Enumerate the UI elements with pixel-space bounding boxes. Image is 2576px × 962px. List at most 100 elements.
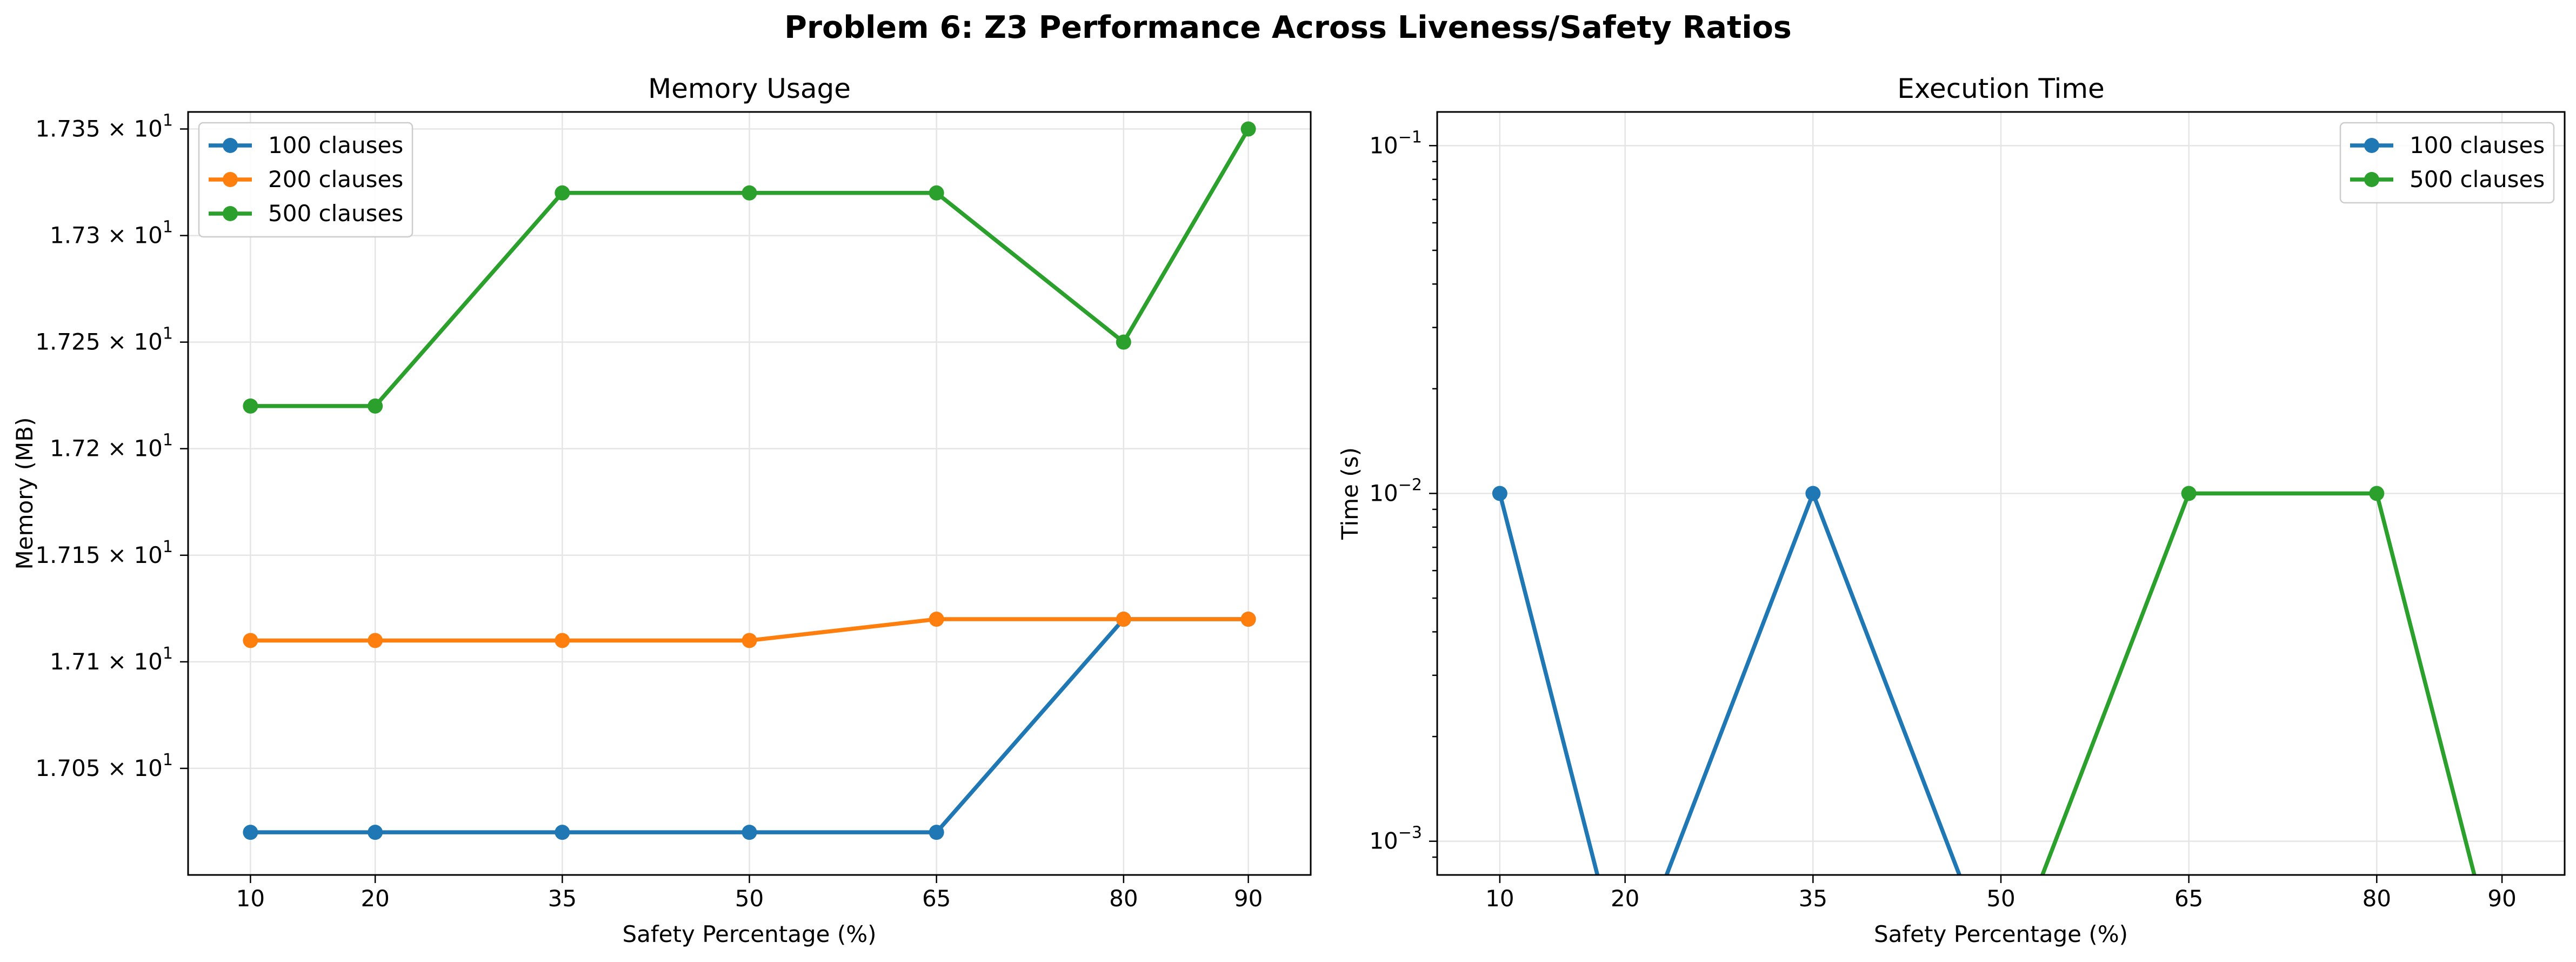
y-tick-times: × 10 [101, 222, 163, 249]
data-point [555, 825, 570, 840]
x-tick-label: 20 [361, 885, 389, 912]
data-point [742, 825, 757, 840]
y-tick-base: 10 [1369, 480, 1398, 507]
y-tick-label: 1.725 × 101 [35, 324, 173, 355]
y-tick-mantissa: 1.73 [50, 222, 101, 249]
y-tick-exponent: 1 [163, 644, 173, 663]
y-tick-exponent: −2 [1398, 476, 1422, 495]
y-tick-label: 1.705 × 101 [35, 751, 173, 781]
x-axis-label: Safety Percentage (%) [1874, 921, 2128, 947]
y-tick-times: × 10 [101, 116, 163, 142]
x-tick-label: 20 [1611, 885, 1639, 912]
y-tick-exponent: −1 [1398, 128, 1422, 147]
y-tick-times: × 10 [101, 435, 163, 462]
data-point [1240, 121, 1256, 137]
legend-marker [223, 172, 238, 187]
y-tick-mantissa: 1.715 [35, 542, 100, 568]
y-tick-exponent: 1 [163, 538, 173, 556]
y-tick-times: × 10 [101, 542, 163, 568]
legend-frame [2339, 122, 2555, 204]
legend: 100 clauses 200 clauses 500 clauses [198, 122, 413, 238]
data-point [243, 398, 258, 414]
y-tick-exponent: 1 [163, 751, 173, 769]
legend: 100 clauses 500 clauses [2339, 122, 2555, 204]
x-tick-label: 65 [922, 885, 951, 912]
x-tick-label: 80 [1109, 885, 1138, 912]
x-axis-label: Safety Percentage (%) [623, 921, 877, 947]
legend-frame [198, 122, 413, 238]
legend-marker [223, 138, 238, 153]
y-tick-exponent: 1 [163, 218, 173, 237]
data-point [742, 185, 757, 201]
y-tick-label: 1.735 × 101 [35, 111, 173, 142]
data-point [929, 185, 944, 201]
legend-label: 100 clauses [268, 132, 403, 158]
y-tick-mantissa: 1.735 [35, 116, 100, 142]
y-tick-label: 10−1 [1369, 128, 1422, 158]
x-tick-label: 50 [1986, 885, 2015, 912]
data-point [555, 633, 570, 648]
y-tick-label: 10−2 [1369, 476, 1422, 507]
y-tick-exponent: 1 [163, 111, 173, 130]
data-point [1116, 612, 1131, 627]
y-tick-exponent: 1 [163, 431, 173, 450]
legend-label: 500 clauses [268, 200, 403, 227]
data-point [2181, 486, 2197, 501]
data-point [555, 185, 570, 201]
x-tick-label: 90 [1234, 885, 1263, 912]
legend-label: 500 clauses [2410, 166, 2545, 193]
y-tick-mantissa: 1.72 [50, 435, 101, 462]
data-point [368, 633, 383, 648]
data-point [368, 825, 383, 840]
y-tick-times: × 10 [101, 329, 163, 355]
y-tick-label: 10−3 [1369, 824, 1422, 854]
axes-frame [1436, 111, 2566, 876]
data-point [929, 825, 944, 840]
legend-marker [223, 206, 238, 221]
y-tick-base: 10 [1369, 828, 1398, 854]
y-tick-label: 1.71 × 101 [50, 644, 173, 675]
y-tick-times: × 10 [101, 755, 163, 781]
x-tick-label: 65 [2174, 885, 2203, 912]
y-tick-exponent: −3 [1398, 824, 1422, 842]
y-axis-label: Time (s) [1337, 447, 1363, 540]
y-tick-mantissa: 1.71 [50, 648, 101, 675]
legend-label: 200 clauses [268, 166, 403, 193]
y-tick-mantissa: 1.725 [35, 329, 100, 355]
y-tick-label: 1.73 × 101 [50, 218, 173, 249]
x-tick-label: 90 [2487, 885, 2516, 912]
data-point [2369, 486, 2385, 501]
data-point [243, 825, 258, 840]
x-tick-label: 50 [735, 885, 764, 912]
data-point [243, 633, 258, 648]
figure-title: Problem 6: Z3 Performance Across Livenes… [784, 10, 1792, 45]
data-point [742, 633, 757, 648]
data-point [1805, 486, 1821, 501]
y-tick-base: 10 [1369, 132, 1398, 158]
series-line-100-clauses [1498, 491, 1962, 875]
x-tick-label: 80 [2363, 885, 2391, 912]
subplot-title: Execution Time [1897, 73, 2105, 104]
y-tick-times: × 10 [101, 648, 163, 675]
y-tick-label: 1.715 × 101 [35, 538, 173, 568]
subplot-title: Memory Usage [648, 73, 851, 104]
legend-marker [2364, 138, 2379, 153]
legend-marker [2364, 172, 2379, 187]
data-point [1240, 612, 1256, 627]
y-tick-exponent: 1 [163, 324, 173, 343]
series-line-500-clauses [2040, 491, 2477, 875]
data-point [929, 612, 944, 627]
y-axis-label: Memory (MB) [11, 417, 38, 570]
x-tick-label: 35 [548, 885, 577, 912]
x-tick-label: 35 [1799, 885, 1827, 912]
data-point [1492, 486, 1507, 501]
data-point [1116, 334, 1131, 350]
x-tick-label: 10 [236, 885, 265, 912]
axes-frame [187, 111, 1312, 876]
legend-label: 100 clauses [2410, 132, 2545, 158]
y-tick-mantissa: 1.705 [35, 755, 100, 781]
x-tick-label: 10 [1485, 885, 1514, 912]
